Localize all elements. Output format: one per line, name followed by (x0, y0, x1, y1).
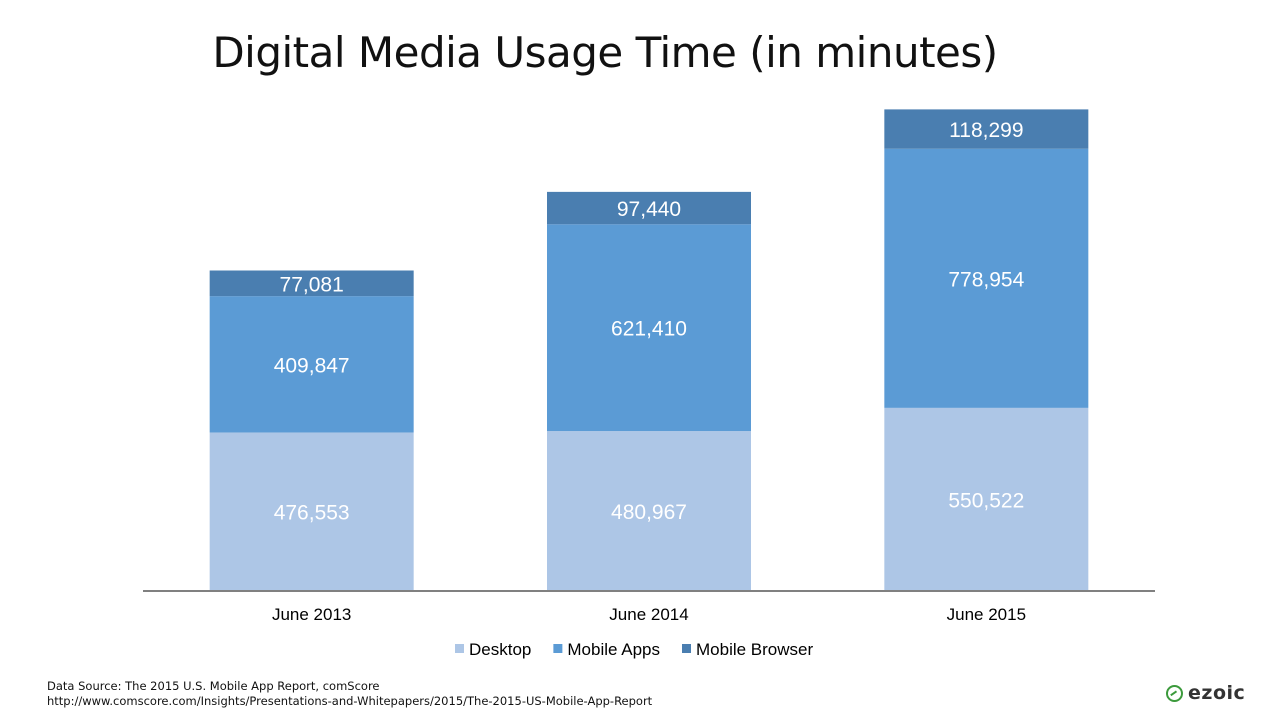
legend-label-mobile-apps: Mobile Apps (567, 640, 660, 659)
source-line-1: Data Source: The 2015 U.S. Mobile App Re… (47, 679, 380, 693)
data-label: 550,522 (948, 489, 1024, 512)
source-line-2: http://www.comscore.com/Insights/Present… (47, 694, 653, 708)
bar-mobile-browser-june-2013 (209, 270, 414, 297)
bar-mobile-apps-june-2014 (547, 224, 751, 432)
legend-swatch-mobile-apps (553, 644, 563, 653)
data-label: 480,967 (611, 501, 687, 524)
bar-mobile-browser-june-2014 (547, 191, 751, 225)
data-label: 77,081 (280, 273, 344, 296)
data-source-note: Data Source: The 2015 U.S. Mobile App Re… (47, 679, 652, 709)
x-tick-label: June 2013 (272, 605, 351, 624)
bar-desktop-june-2015 (884, 407, 1089, 591)
data-label: 409,847 (274, 354, 350, 377)
data-label: 118,299 (949, 119, 1023, 142)
bar-desktop-june-2013 (209, 432, 414, 591)
legend-label-desktop: Desktop (469, 640, 531, 659)
bar-mobile-apps-june-2013 (209, 296, 414, 433)
ezoic-logo-icon (1166, 684, 1183, 702)
bar-mobile-browser-june-2015 (884, 109, 1089, 149)
bar-desktop-june-2014 (547, 431, 751, 591)
x-tick-label: June 2014 (609, 605, 688, 624)
data-label: 476,553 (274, 502, 350, 525)
legend-label-mobile-browser: Mobile Browser (696, 640, 813, 659)
data-label: 97,440 (617, 198, 681, 221)
brand-name: ezoic (1188, 682, 1246, 704)
brand-logo: ezoic (1166, 682, 1245, 704)
data-label: 621,410 (611, 318, 687, 341)
x-tick-label: June 2015 (947, 605, 1026, 624)
data-label: 778,954 (948, 268, 1024, 291)
legend-swatch-mobile-browser (682, 644, 691, 653)
legend-swatch-desktop (455, 644, 464, 653)
bar-mobile-apps-june-2015 (884, 148, 1089, 408)
chart-title: Digital Media Usage Time (in minutes) (212, 28, 998, 77)
